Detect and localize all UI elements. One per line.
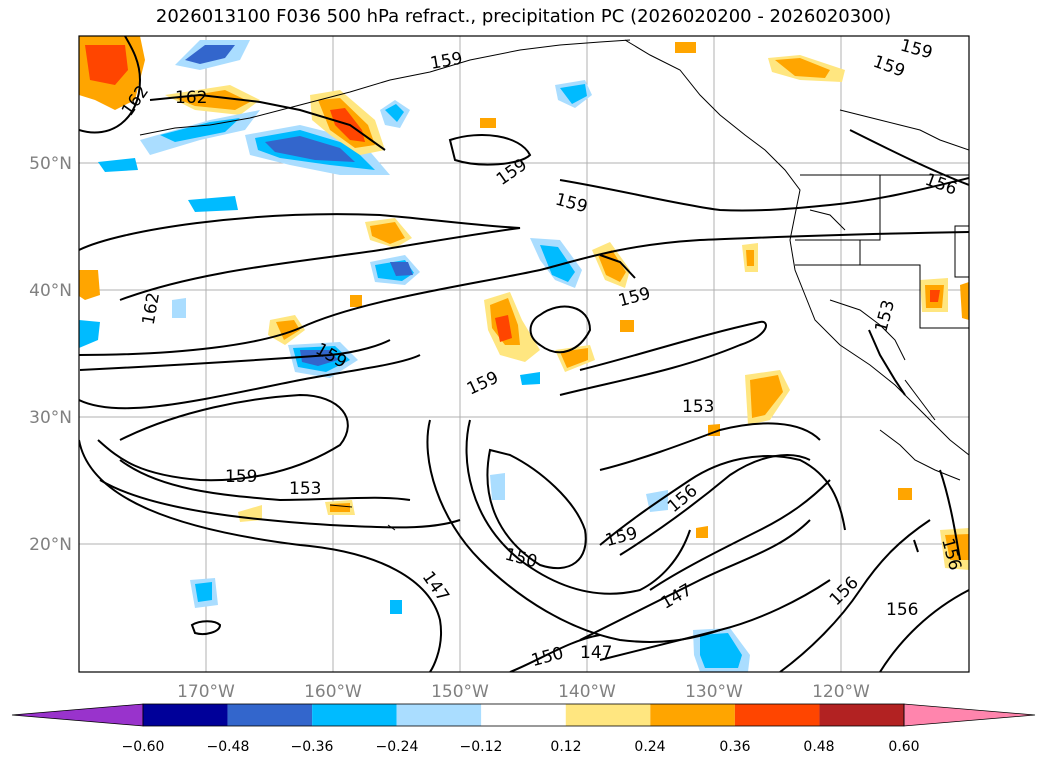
lon-label: 150°W [431,682,489,702]
colorbar-segment [143,704,228,726]
contour-label: 162 [175,88,207,108]
lon-label: 130°W [685,682,743,702]
precipitation-shading [79,36,969,672]
contour-label: 159 [225,467,257,487]
contour-label: 153 [289,479,321,499]
lon-label: 160°W [304,682,362,702]
lat-label: 50°N [29,154,72,174]
lat-label: 20°N [29,535,72,555]
colorbar-tick-label: 0.36 [719,739,750,755]
colorbar-segment [481,704,566,726]
colorbar: −0.60 −0.48 −0.36 −0.24 −0.12 0.12 0.24 … [11,703,1036,755]
lat-label: 40°N [29,281,72,301]
colorbar-extend-high [903,703,1036,727]
colorbar-tick-label: −0.12 [460,739,503,755]
colorbar-segment [819,704,904,726]
lon-label: 120°W [812,682,870,702]
colorbar-tick-label: 0.24 [634,739,665,755]
contour-label: 153 [682,397,714,417]
colorbar-segment [312,704,397,726]
colorbar-segment [227,704,313,726]
coastlines [139,39,969,531]
colorbar-segment [650,704,735,726]
colorbar-tick-labels: −0.60 −0.48 −0.36 −0.24 −0.12 0.12 0.24 … [122,739,920,755]
contour-label: 147 [580,643,612,663]
colorbar-tick-label: −0.24 [376,739,419,755]
contour-label: 156 [886,600,918,620]
colorbar-segment [734,704,820,726]
map-frame [78,35,970,673]
lon-label: 170°W [177,682,235,702]
latitude-labels: 50°N 40°N 30°N 20°N [29,154,72,555]
lat-label: 30°N [29,408,72,428]
colorbar-tick-label: −0.48 [207,739,250,755]
lon-label: 140°W [558,682,616,702]
colorbar-tick-label: −0.60 [122,739,165,755]
colorbar-segment [396,704,482,726]
colorbar-segments [11,703,1036,727]
colorbar-tick-label: 0.12 [550,739,581,755]
longitude-labels: 170°W 160°W 150°W 140°W 130°W 120°W [177,682,870,702]
colorbar-extend-low [11,703,144,727]
colorbar-tick-label: 0.60 [888,739,919,755]
map-title: 2026013100 F036 500 hPa refract., precip… [155,6,892,27]
colorbar-tick-label: 0.48 [803,739,834,755]
refractivity-contours [79,36,969,672]
colorbar-tick-label: −0.36 [291,739,334,755]
colorbar-segment [565,704,651,726]
colorbar-frame [142,703,905,727]
